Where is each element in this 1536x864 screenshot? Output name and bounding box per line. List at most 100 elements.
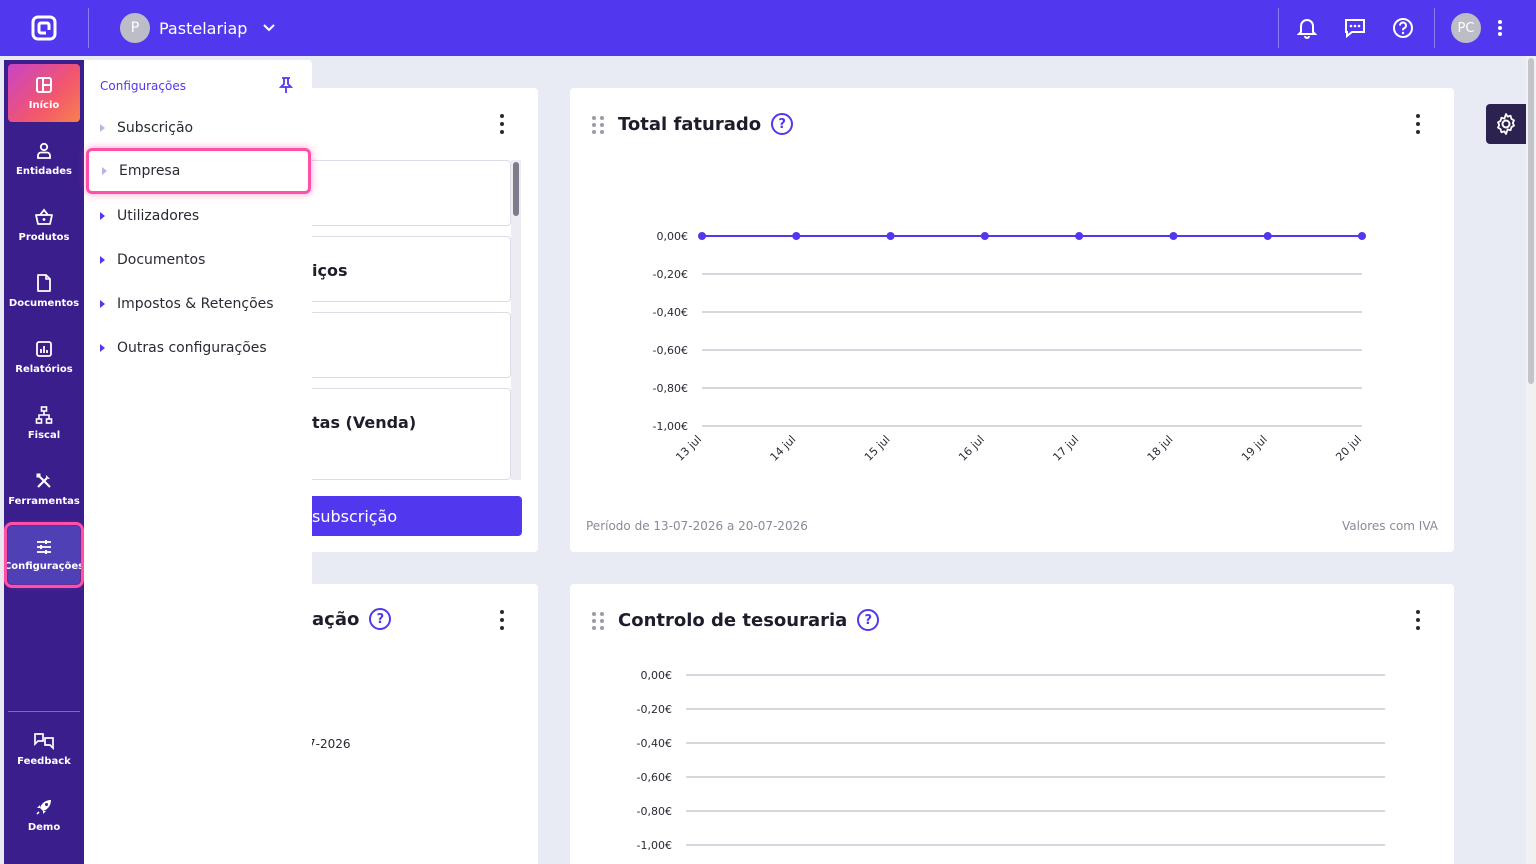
data-point[interactable] — [1169, 232, 1178, 240]
user-avatar[interactable]: PC — [1451, 13, 1481, 43]
scrollbar-thumb[interactable] — [1528, 58, 1534, 384]
data-point[interactable] — [1358, 232, 1366, 240]
subscription-button[interactable]: subscrição — [312, 496, 522, 536]
page-scrollbar[interactable] — [1526, 56, 1536, 864]
pin-icon[interactable] — [277, 76, 295, 94]
flyout-item-subscricao[interactable]: Subscrição — [84, 106, 312, 150]
card-menu-icon[interactable] — [1415, 114, 1421, 134]
help-circle-icon[interactable]: ? — [857, 609, 880, 631]
nav-label: Relatórios — [15, 363, 73, 375]
person-icon — [37, 142, 51, 159]
nav-item-demo[interactable]: Demo — [8, 786, 80, 844]
y-tick-label: -0,20€ — [653, 268, 688, 281]
tools-icon — [36, 473, 51, 488]
card-menu-icon[interactable] — [499, 114, 505, 134]
card-title-text: Total faturado — [618, 113, 762, 135]
drag-handle-icon[interactable] — [592, 116, 604, 134]
card-title: ação ? — [312, 608, 392, 630]
help-icon[interactable] — [1391, 16, 1415, 40]
nav-item-produtos[interactable]: Produtos — [8, 196, 80, 254]
nav-label: Entidades — [16, 165, 72, 177]
total-faturado-chart: 0,00€ -0,20€ -0,40€ -0,60€ -0,80€ -1,00€13 ju… — [653, 230, 1366, 464]
help-circle-icon[interactable]: ? — [771, 113, 794, 135]
data-point[interactable] — [1075, 232, 1084, 240]
data-point[interactable] — [1263, 232, 1272, 240]
card-title-text: Controlo de tesouraria — [618, 609, 848, 631]
nav-item-ferramentas[interactable]: Ferramentas — [8, 460, 80, 518]
flyout-item-label: Empresa — [119, 163, 181, 179]
y-tick-label: -0,40€ — [637, 737, 672, 750]
caret-right-icon — [100, 212, 105, 220]
card-title: Total faturado ? — [618, 113, 794, 135]
data-point[interactable] — [698, 232, 706, 240]
nav-item-inicio[interactable]: Início — [8, 64, 80, 122]
subscription-list-item[interactable] — [312, 160, 511, 226]
y-tick-label: -0,80€ — [653, 382, 688, 395]
flyout-item-label: Utilizadores — [117, 208, 200, 224]
settings-gear-icon[interactable] — [1486, 104, 1526, 144]
x-tick-label: 15 jul — [862, 433, 893, 464]
flyout-item-label: Subscrição — [117, 120, 194, 136]
flyout-item-outras[interactable]: Outras configurações — [84, 326, 312, 370]
company-selector[interactable]: P Pastelariap — [120, 13, 276, 43]
chevron-down-icon — [263, 24, 276, 32]
basket-icon — [35, 208, 53, 225]
controlo-tesouraria-card: Controlo de tesouraria ? — [570, 584, 1454, 864]
subscription-list-item[interactable] — [312, 312, 511, 378]
y-tick-label: 0,00€ — [641, 669, 673, 682]
nav-label: Fiscal — [27, 429, 61, 441]
nav-item-configuracoes[interactable]: Configurações — [4, 522, 84, 588]
more-vertical-icon[interactable] — [1488, 16, 1512, 40]
y-tick-label: -0,80€ — [637, 805, 672, 818]
caret-right-icon — [100, 124, 105, 132]
scrollbar-thumb[interactable] — [513, 162, 519, 216]
y-tick-label: -0,20€ — [637, 703, 672, 716]
flyout-item-empresa[interactable]: Empresa — [86, 148, 311, 194]
top-bar: P Pastelariap PC — [0, 0, 1536, 56]
y-tick-label: -0,40€ — [653, 306, 688, 319]
list-scrollbar[interactable] — [511, 160, 521, 480]
y-tick-label: -1,00€ — [637, 839, 672, 852]
nav-label: Documentos — [8, 297, 80, 309]
x-tick-label: 18 jul — [1145, 433, 1176, 464]
nav-item-documentos[interactable]: Documentos — [8, 262, 80, 320]
caret-right-icon — [100, 256, 105, 264]
nav-item-feedback[interactable]: Feedback — [8, 720, 80, 778]
nav-label: Demo — [27, 821, 61, 833]
nav-label: Início — [28, 99, 60, 111]
data-point[interactable] — [886, 232, 895, 240]
x-tick-label: 16 jul — [956, 433, 987, 464]
subscription-list-item[interactable]: iços — [312, 236, 511, 302]
card-menu-icon[interactable] — [499, 610, 505, 630]
document-icon — [37, 273, 51, 292]
subscription-item-title: tas (Venda) — [312, 413, 417, 432]
data-point[interactable] — [792, 232, 801, 240]
nav-label: Configurações — [3, 560, 85, 572]
x-tick-label: 14 jul — [768, 433, 799, 464]
controlo-tesouraria-chart: 0,00€ -0,20€ -0,40€ -0,60€ -0,80€ -1,00€ — [637, 669, 1385, 852]
sliders-icon — [37, 539, 51, 554]
caret-right-icon — [100, 344, 105, 352]
chat-icon[interactable] — [1343, 16, 1367, 40]
nav-item-fiscal[interactable]: Fiscal — [8, 394, 80, 452]
topbar-divider — [1434, 8, 1435, 48]
flyout-item-utilizadores[interactable]: Utilizadores — [84, 194, 312, 238]
nav-item-relatorios[interactable]: Relatórios — [8, 328, 80, 386]
drag-handle-icon[interactable] — [592, 612, 604, 630]
company-name: Pastelariap — [159, 18, 248, 38]
topbar-divider — [88, 8, 89, 48]
total-faturado-card: Total faturado ? Período de 13-07-2026 a… — [570, 88, 1454, 552]
data-point[interactable] — [980, 232, 989, 240]
app-logo-icon[interactable] — [30, 14, 58, 42]
rocket-icon — [36, 799, 51, 815]
feedback-icon — [34, 732, 54, 750]
bell-icon[interactable] — [1295, 16, 1319, 40]
subscription-list-item[interactable]: tas (Venda) — [312, 388, 511, 480]
help-circle-icon[interactable]: ? — [369, 608, 392, 630]
card-menu-icon[interactable] — [1415, 610, 1421, 630]
x-tick-label: 13 jul — [673, 433, 704, 464]
flyout-item-documentos[interactable]: Documentos — [84, 238, 312, 282]
company-avatar: P — [120, 13, 150, 43]
flyout-item-impostos[interactable]: Impostos & Retenções — [84, 282, 312, 326]
nav-item-entidades[interactable]: Entidades — [8, 130, 80, 188]
